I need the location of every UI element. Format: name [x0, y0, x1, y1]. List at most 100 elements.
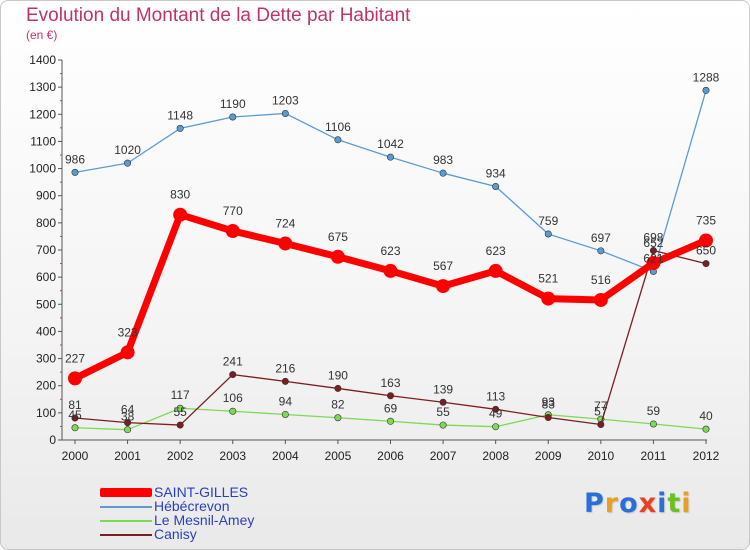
data-point	[278, 236, 293, 251]
data-point	[488, 263, 503, 278]
data-label: 57	[594, 405, 608, 419]
data-point	[702, 260, 710, 268]
legend-item-le-mesnil-amey: Le Mesnil-Amey	[100, 512, 360, 528]
data-point	[68, 371, 82, 386]
data-label: 93	[542, 395, 556, 409]
data-label: 697	[591, 231, 611, 245]
x-tick-label: 2011	[641, 449, 667, 463]
data-label: 106	[223, 391, 243, 405]
x-tick-label: 2006	[377, 449, 404, 463]
y-tick-label: 800	[36, 216, 56, 230]
data-label: 227	[65, 351, 85, 365]
data-point	[334, 384, 342, 392]
data-label: 1042	[377, 137, 404, 151]
data-label: 621	[643, 251, 663, 265]
data-label: 724	[275, 216, 295, 230]
data-point	[386, 153, 394, 161]
data-point	[439, 421, 447, 429]
legend-label: Hébécrevon	[154, 498, 230, 514]
data-label: 770	[223, 204, 243, 218]
data-point	[229, 371, 237, 379]
data-label: 59	[647, 404, 661, 418]
data-point	[386, 392, 394, 400]
data-point	[173, 207, 188, 222]
data-label: 521	[538, 272, 558, 286]
data-label: 94	[279, 394, 293, 408]
data-point	[71, 414, 79, 422]
legend-item-saint-gilles: SAINT-GILLES	[100, 484, 360, 500]
y-tick-label: 900	[36, 189, 56, 203]
data-label: 241	[223, 355, 243, 369]
data-label: 1106	[325, 120, 351, 134]
y-tick-label: 500	[36, 297, 56, 311]
data-point	[124, 159, 132, 167]
y-tick-label: 300	[36, 352, 56, 366]
data-point	[699, 233, 713, 248]
legend-swatch	[100, 488, 152, 497]
x-tick-label: 2003	[219, 449, 246, 463]
data-point	[702, 86, 710, 94]
data-point	[439, 398, 447, 406]
data-point	[544, 413, 552, 421]
series-line-0	[71, 211, 710, 382]
data-point	[386, 417, 394, 425]
data-point	[649, 247, 657, 255]
data-point	[544, 230, 552, 238]
x-tick-label: 2000	[62, 449, 89, 463]
data-point	[71, 168, 79, 176]
y-tick-label: 1300	[29, 80, 56, 94]
data-label: 38	[121, 410, 135, 424]
x-tick-label: 2008	[482, 449, 509, 463]
data-point	[71, 424, 79, 432]
y-tick-label: 1100	[30, 134, 56, 148]
x-tick-label: 2009	[535, 449, 562, 463]
y-tick-label: 600	[36, 270, 56, 284]
data-point	[281, 410, 289, 418]
data-point	[229, 407, 237, 415]
data-label: 323	[118, 325, 138, 339]
data-label: 190	[328, 368, 348, 382]
legend-label: Canisy	[154, 526, 197, 542]
y-tick-label: 1000	[29, 162, 56, 176]
y-tick-label: 100	[36, 406, 56, 420]
data-label: 567	[433, 259, 453, 273]
data-label: 623	[380, 244, 400, 258]
y-tick-label: 1200	[29, 107, 56, 121]
data-point	[229, 113, 237, 121]
proxiti-logo: Proxiti	[584, 488, 692, 519]
data-label: 83	[542, 397, 556, 411]
data-label: 759	[538, 214, 558, 228]
data-label: 1190	[220, 97, 246, 111]
data-label: 516	[591, 273, 611, 287]
legend-swatch	[100, 506, 152, 508]
data-label: 40	[699, 409, 713, 423]
data-label: 77	[594, 399, 608, 413]
legend-label: SAINT-GILLES	[154, 484, 249, 500]
y-tick-label: 200	[36, 379, 56, 393]
data-label: 117	[171, 388, 190, 402]
data-point	[649, 420, 657, 428]
legend-item-hebecrevon: Hébécrevon	[100, 498, 360, 514]
data-label: 82	[331, 398, 345, 412]
data-point	[124, 426, 132, 434]
data-point	[492, 182, 500, 190]
data-label: 675	[328, 230, 348, 244]
x-tick-label: 2004	[272, 449, 299, 463]
data-point	[646, 256, 661, 271]
y-tick-label: 1400	[29, 53, 56, 67]
data-point	[597, 421, 605, 429]
data-label: 163	[380, 376, 400, 390]
data-label: 1020	[114, 143, 141, 157]
data-point	[176, 124, 184, 132]
legend-label: Le Mesnil-Amey	[154, 512, 255, 528]
data-label: 49	[489, 407, 503, 421]
y-tick-label: 400	[36, 324, 56, 338]
data-label: 623	[486, 244, 506, 258]
data-point	[330, 249, 345, 264]
data-point	[541, 291, 556, 306]
y-tick-label: 700	[36, 243, 56, 257]
data-label: 934	[486, 166, 506, 180]
data-point	[702, 425, 710, 433]
